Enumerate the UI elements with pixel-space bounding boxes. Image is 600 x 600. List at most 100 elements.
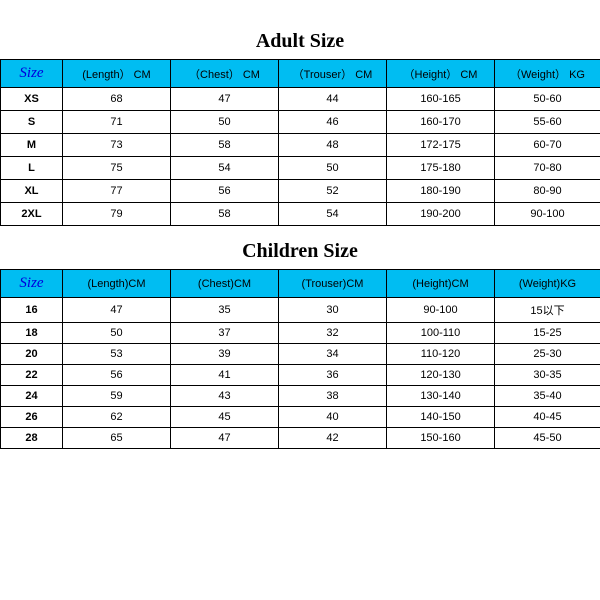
table-cell: 18 <box>1 323 63 344</box>
table-cell: 24 <box>1 386 63 407</box>
table-cell: 42 <box>279 428 387 449</box>
table-cell: 140-150 <box>387 407 495 428</box>
table-cell: 43 <box>171 386 279 407</box>
table-cell: 39 <box>171 344 279 365</box>
table-cell: L <box>1 157 63 180</box>
table-cell: 150-160 <box>387 428 495 449</box>
table-row: XS684744160-16550-60 <box>1 88 600 111</box>
col-chest: （Chest） CM <box>171 60 279 88</box>
col-size: Size <box>1 60 63 88</box>
table-cell: 47 <box>171 88 279 111</box>
table-header-row: Size (Length） CM （Chest） CM （Trouser） CM… <box>1 60 600 88</box>
table-cell: 110-120 <box>387 344 495 365</box>
table-cell: 54 <box>171 157 279 180</box>
children-size-title: Children Size <box>0 240 600 263</box>
table-cell: 15-25 <box>495 323 600 344</box>
adult-size-title: Adult Size <box>0 30 600 53</box>
table-cell: 160-170 <box>387 111 495 134</box>
table-row: 20533934110-12025-30 <box>1 344 600 365</box>
table-cell: 75 <box>63 157 171 180</box>
table-cell: 35-40 <box>495 386 600 407</box>
table-cell: 50 <box>63 323 171 344</box>
table-cell: 73 <box>63 134 171 157</box>
table-row: 26624540140-15040-45 <box>1 407 600 428</box>
table-row: 22564136120-13030-35 <box>1 365 600 386</box>
table-row: S715046160-17055-60 <box>1 111 600 134</box>
table-cell: 160-165 <box>387 88 495 111</box>
table-cell: 175-180 <box>387 157 495 180</box>
table-cell: 58 <box>171 134 279 157</box>
table-row: L755450175-18070-80 <box>1 157 600 180</box>
table-cell: 45-50 <box>495 428 600 449</box>
table-cell: XL <box>1 180 63 203</box>
table-cell: 120-130 <box>387 365 495 386</box>
table-cell: 172-175 <box>387 134 495 157</box>
col-weight: (Weight)KG <box>495 270 600 298</box>
table-cell: 65 <box>63 428 171 449</box>
table-cell: 16 <box>1 298 63 323</box>
table-cell: 58 <box>171 203 279 226</box>
table-row: 24594338130-14035-40 <box>1 386 600 407</box>
table-cell: 37 <box>171 323 279 344</box>
table-cell: 68 <box>63 88 171 111</box>
table-cell: 47 <box>63 298 171 323</box>
table-cell: 45 <box>171 407 279 428</box>
col-trouser: (Trouser)CM <box>279 270 387 298</box>
col-size: Size <box>1 270 63 298</box>
children-size-table: Size (Length)CM (Chest)CM (Trouser)CM (H… <box>0 269 600 449</box>
table-cell: 2XL <box>1 203 63 226</box>
table-cell: 47 <box>171 428 279 449</box>
table-cell: 54 <box>279 203 387 226</box>
table-cell: 100-110 <box>387 323 495 344</box>
table-cell: 59 <box>63 386 171 407</box>
col-chest: (Chest)CM <box>171 270 279 298</box>
table-header-row: Size (Length)CM (Chest)CM (Trouser)CM (H… <box>1 270 600 298</box>
table-row: M735848172-17560-70 <box>1 134 600 157</box>
table-cell: 56 <box>171 180 279 203</box>
table-cell: 28 <box>1 428 63 449</box>
adult-size-table: Size (Length） CM （Chest） CM （Trouser） CM… <box>0 59 600 226</box>
table-row: 18503732100-11015-25 <box>1 323 600 344</box>
table-cell: 80-90 <box>495 180 600 203</box>
table-cell: S <box>1 111 63 134</box>
table-cell: 50 <box>279 157 387 180</box>
col-length: (Length） CM <box>63 60 171 88</box>
table-cell: 36 <box>279 365 387 386</box>
table-cell: 34 <box>279 344 387 365</box>
table-cell: 38 <box>279 386 387 407</box>
table-cell: 25-30 <box>495 344 600 365</box>
table-cell: 130-140 <box>387 386 495 407</box>
col-length: (Length)CM <box>63 270 171 298</box>
table-cell: 32 <box>279 323 387 344</box>
table-cell: 35 <box>171 298 279 323</box>
col-trouser: （Trouser） CM <box>279 60 387 88</box>
table-cell: 70-80 <box>495 157 600 180</box>
table-cell: 15以下 <box>495 298 600 323</box>
table-cell: 90-100 <box>495 203 600 226</box>
table-cell: M <box>1 134 63 157</box>
col-weight: （Weight） KG <box>495 60 600 88</box>
table-cell: 41 <box>171 365 279 386</box>
table-cell: XS <box>1 88 63 111</box>
table-cell: 26 <box>1 407 63 428</box>
table-cell: 46 <box>279 111 387 134</box>
table-cell: 60-70 <box>495 134 600 157</box>
table-cell: 50 <box>171 111 279 134</box>
col-height: (Height)CM <box>387 270 495 298</box>
table-cell: 30 <box>279 298 387 323</box>
table-cell: 55-60 <box>495 111 600 134</box>
table-cell: 180-190 <box>387 180 495 203</box>
table-cell: 79 <box>63 203 171 226</box>
table-cell: 20 <box>1 344 63 365</box>
table-cell: 77 <box>63 180 171 203</box>
table-cell: 50-60 <box>495 88 600 111</box>
col-height: （Height） CM <box>387 60 495 88</box>
table-cell: 22 <box>1 365 63 386</box>
table-cell: 30-35 <box>495 365 600 386</box>
table-row: 2XL795854190-20090-100 <box>1 203 600 226</box>
table-cell: 44 <box>279 88 387 111</box>
table-cell: 52 <box>279 180 387 203</box>
table-cell: 40-45 <box>495 407 600 428</box>
table-cell: 56 <box>63 365 171 386</box>
table-cell: 53 <box>63 344 171 365</box>
